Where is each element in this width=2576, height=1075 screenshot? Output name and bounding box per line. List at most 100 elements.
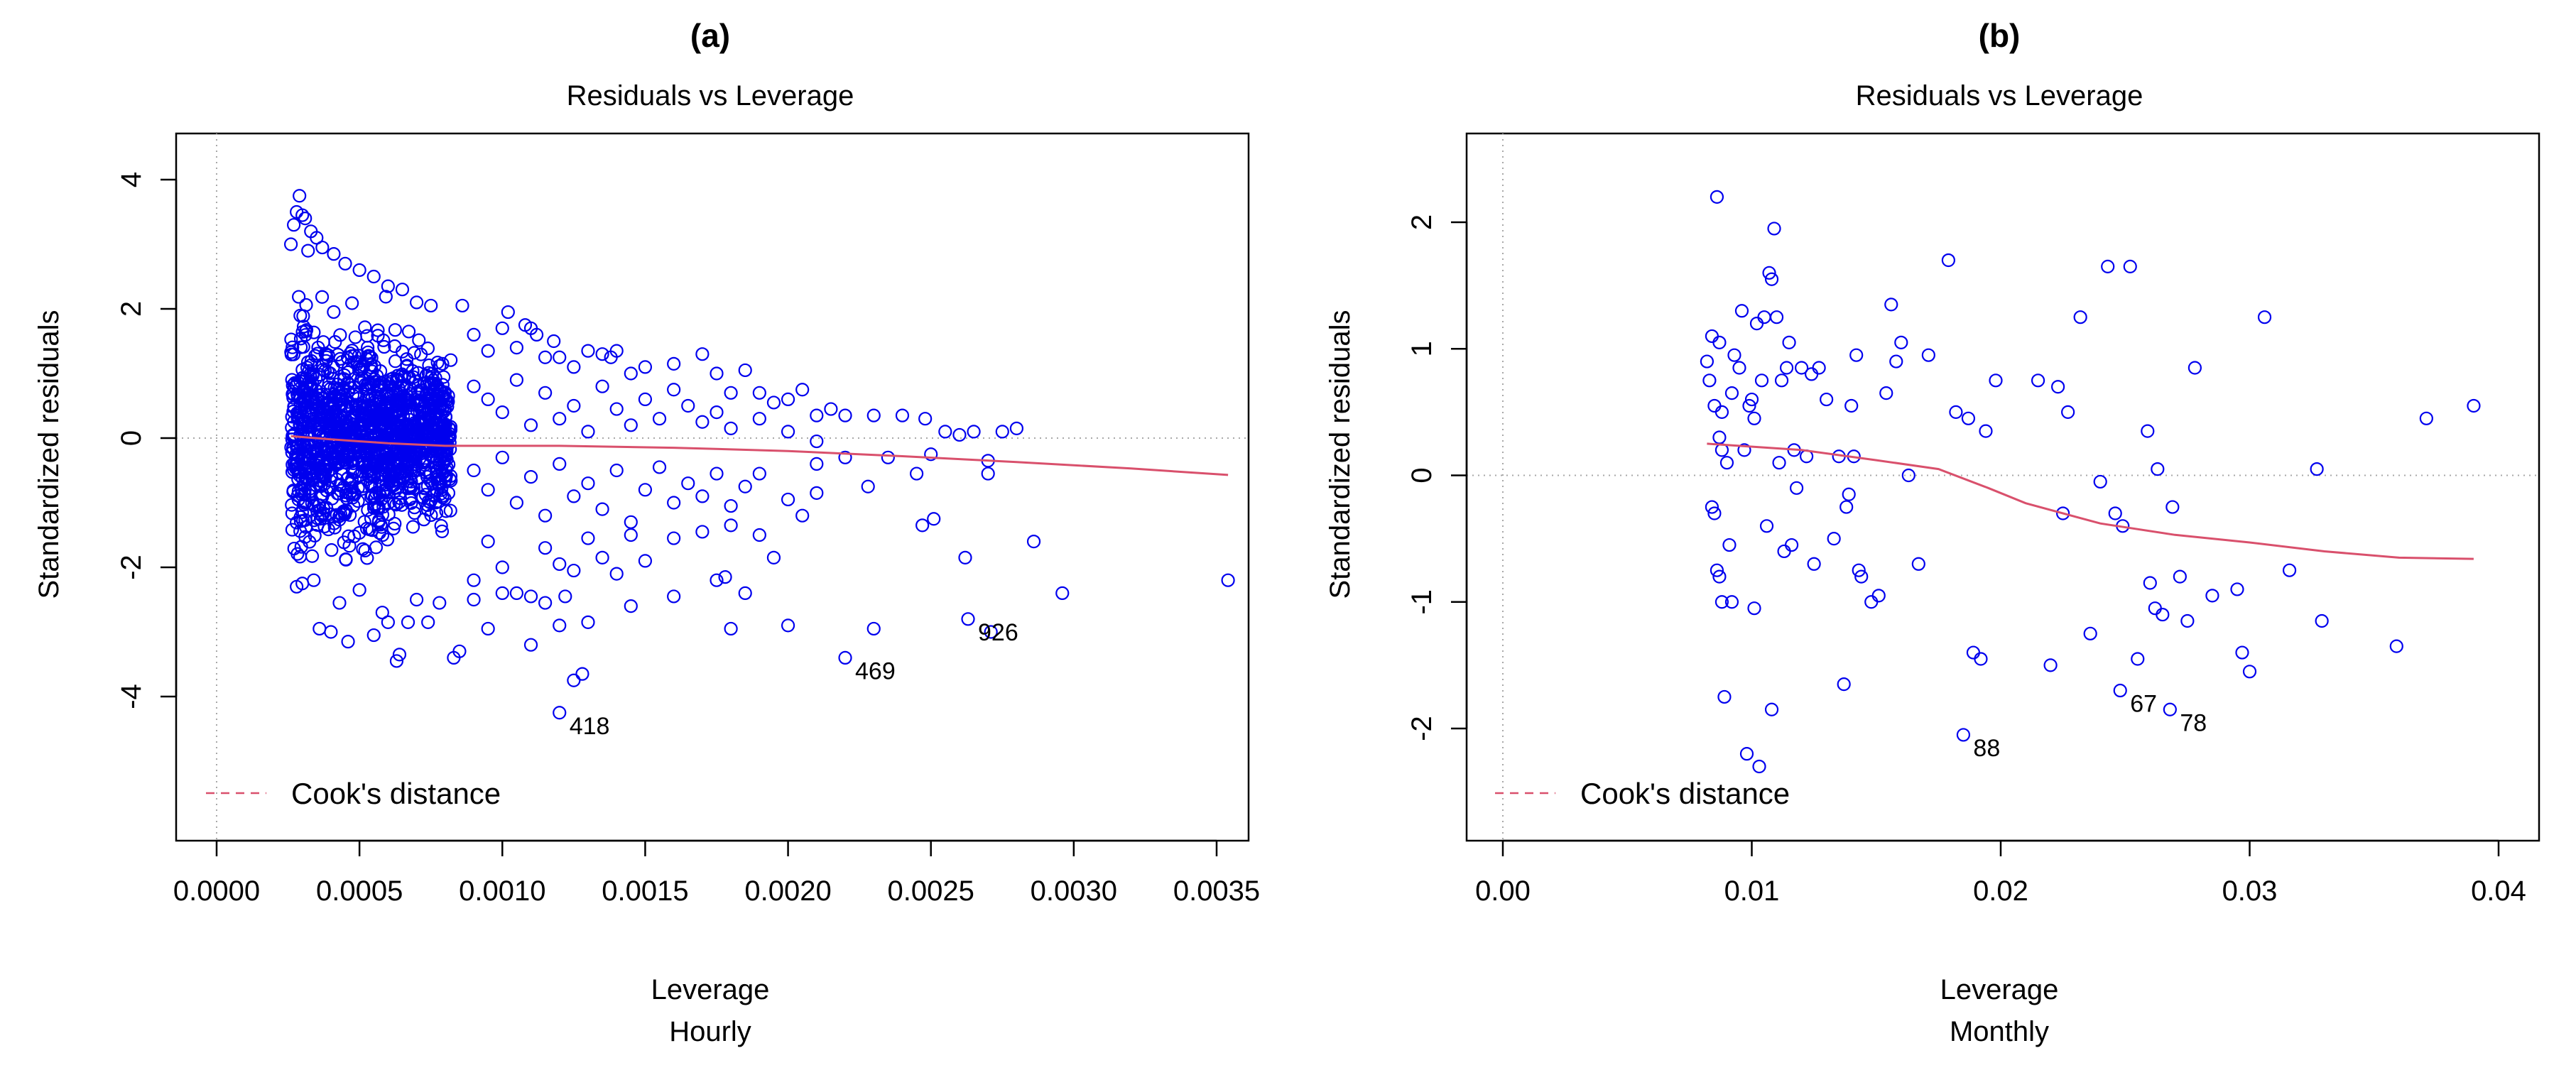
data-point: [1744, 392, 1759, 407]
data-point: [1221, 573, 1235, 587]
data-point: [304, 461, 318, 475]
data-point: [1837, 677, 1851, 692]
data-point: [2205, 589, 2219, 603]
data-point: [710, 466, 724, 481]
data-point: [315, 240, 330, 255]
data-point: [2257, 310, 2272, 324]
data-point: [2235, 645, 2249, 660]
data-point: [2242, 665, 2257, 679]
data-point: [371, 457, 385, 471]
data-point: [652, 460, 667, 474]
data-point: [1727, 348, 1741, 362]
data-point: [1712, 569, 1727, 584]
data-point: [1901, 468, 1915, 483]
data-point: [738, 363, 752, 378]
data-point: [718, 570, 732, 584]
data-point: [553, 412, 567, 426]
data-point: [766, 550, 781, 564]
data-point: [285, 432, 299, 447]
data-point: [509, 341, 524, 355]
data-point: [581, 425, 595, 439]
data-point: [1749, 317, 1764, 331]
data-point: [1009, 421, 1024, 435]
data-point: [388, 339, 402, 354]
data-point: [595, 379, 609, 393]
data-point: [681, 398, 695, 413]
data-point: [366, 628, 381, 643]
data-point: [1762, 266, 1776, 280]
data-point: [433, 596, 447, 610]
data-point: [285, 498, 299, 512]
data-point: [866, 408, 881, 422]
data-point: [299, 323, 314, 337]
data-point: [337, 535, 351, 550]
data-point: [667, 589, 681, 604]
data-point: [330, 447, 344, 461]
data-point: [581, 344, 595, 358]
data-point: [984, 625, 998, 639]
data-point: [420, 503, 435, 517]
data-point: [386, 521, 401, 535]
data-point: [838, 650, 852, 665]
data-point: [495, 560, 509, 574]
data-point: [695, 347, 710, 361]
data-point: [1714, 405, 1729, 419]
data-point: [509, 373, 524, 387]
data-point: [388, 516, 402, 531]
data-point: [1889, 354, 1903, 369]
point-annotation: 88: [1973, 735, 2000, 762]
smooth-line: [1707, 442, 2474, 560]
data-point: [301, 244, 315, 258]
data-point: [338, 256, 352, 271]
plot-area: 0.0000 0.0005 0.0010 0.0015 0.0020 0.0025 0.00…: [116, 133, 1260, 907]
data-point: [286, 404, 300, 419]
data-point: [2310, 462, 2324, 476]
data-point: [810, 434, 824, 449]
data-point: [307, 573, 321, 587]
data-point: [308, 528, 322, 543]
data-point: [1700, 354, 1714, 369]
data-point: [724, 621, 738, 636]
data-point: [293, 189, 307, 203]
data-point: [418, 458, 432, 472]
data-point: [316, 501, 331, 515]
data-point: [298, 328, 313, 342]
panel-label: (b): [1979, 17, 2021, 54]
data-point: [345, 296, 359, 310]
data-point: [738, 479, 752, 493]
data-point: [403, 413, 418, 427]
data-point: [501, 305, 515, 320]
data-point: [420, 425, 435, 440]
data-point: [416, 410, 431, 425]
data-point: [414, 347, 428, 361]
x-tick-label: 0.04: [2471, 875, 2526, 907]
data-point: [313, 621, 327, 636]
y-tick-label: 0: [116, 430, 147, 446]
data-point: [1764, 272, 1779, 286]
smooth-line: [290, 435, 1229, 476]
data-point: [1026, 534, 1041, 549]
data-point: [2061, 405, 2075, 419]
data-point: [724, 421, 738, 435]
data-point: [481, 483, 495, 497]
data-point: [810, 457, 824, 471]
data-point: [425, 398, 440, 412]
data-point: [421, 403, 435, 417]
data-point: [2173, 569, 2187, 584]
data-point: [1807, 557, 1821, 571]
data-point: [364, 490, 379, 505]
data-point: [695, 415, 710, 429]
data-point: [1707, 398, 1722, 413]
data-point: [308, 435, 322, 449]
data-point: [2131, 652, 2145, 666]
data-point: [310, 511, 325, 525]
y-axis-label: Standardized residuals: [33, 310, 65, 599]
data-point: [339, 391, 353, 405]
data-point: [298, 212, 313, 226]
data-point: [307, 395, 322, 409]
data-point: [881, 450, 895, 464]
data-point: [293, 524, 308, 538]
data-point: [438, 448, 452, 462]
data-point: [1719, 456, 1734, 470]
